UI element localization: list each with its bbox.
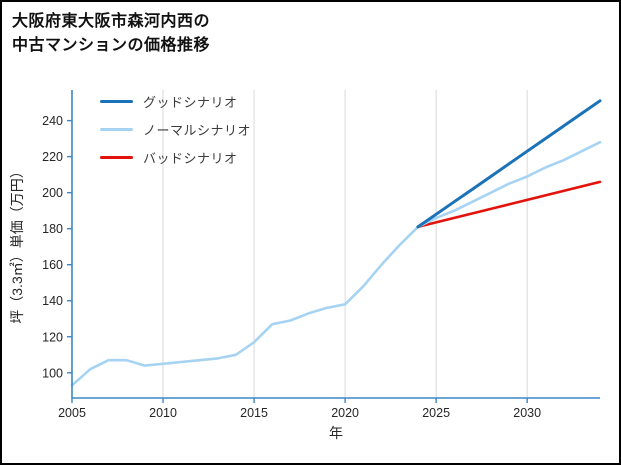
legend-item-good: グッドシナリオ (100, 92, 251, 111)
series-line-historical (70, 225, 420, 387)
x-tick-label: 2015 (240, 406, 268, 420)
chart-title-line1: 大阪府東大阪市森河内西の (12, 13, 211, 30)
legend-label-normal: ノーマルシナリオ (143, 123, 252, 138)
y-axis-label: 坪（3.3㎡）単価（万円） (9, 164, 25, 323)
x-axis-label: 年 (329, 425, 343, 441)
x-tick-label: 2010 (149, 406, 177, 420)
x-tick-label: 2030 (513, 406, 541, 420)
legend-label-bad: バッドシナリオ (143, 151, 238, 166)
legend-label-good: グッドシナリオ (143, 95, 238, 110)
y-tick-label: 140 (42, 294, 63, 308)
x-tick-label: 2020 (331, 406, 359, 420)
series-line-bad (416, 180, 602, 229)
series-line-good (416, 99, 602, 229)
y-tick-label: 200 (42, 186, 63, 200)
legend-swatch-normal (100, 127, 133, 132)
legend-item-normal: ノーマルシナリオ (100, 120, 251, 139)
series-line-normal (416, 140, 602, 229)
y-tick-label: 240 (42, 114, 63, 128)
legend-swatch-bad (100, 155, 133, 160)
legend-swatch-good (100, 99, 133, 104)
legend: グッドシナリオ ノーマルシナリオ バッドシナリオ (100, 92, 251, 167)
y-tick-label: 120 (42, 330, 63, 344)
x-tick-label: 2005 (58, 406, 86, 420)
y-tick-label: 180 (42, 222, 63, 236)
legend-item-bad: バッドシナリオ (100, 148, 251, 167)
x-tick-label: 2025 (422, 406, 450, 420)
y-tick-label: 100 (42, 366, 63, 380)
chart-title: 大阪府東大阪市森河内西の 中古マンションの価格推移 (12, 10, 210, 58)
y-tick-label: 220 (42, 150, 63, 164)
y-tick-label: 160 (42, 258, 63, 272)
chart-title-line2: 中古マンションの価格推移 (12, 37, 211, 54)
